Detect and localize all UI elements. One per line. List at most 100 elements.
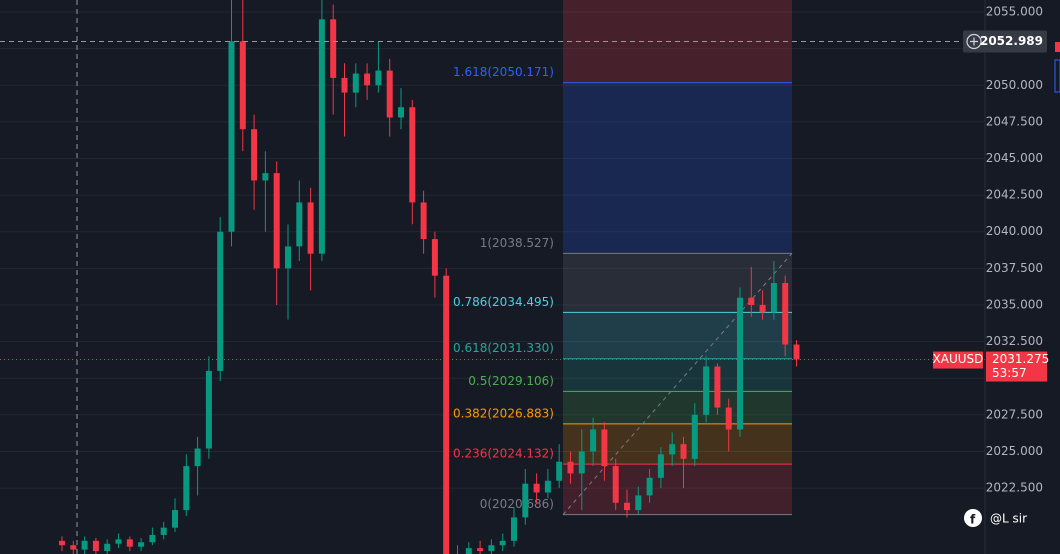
fib-zone [563, 82, 792, 254]
candle-body [533, 483, 540, 493]
candle-body [126, 539, 133, 547]
candle-body [115, 539, 122, 544]
candle-body [657, 454, 664, 478]
y-tick-label: 2055.000 [986, 5, 1043, 19]
candle-body [578, 451, 585, 474]
fib-level-label: 0.786(2034.495) [453, 295, 554, 309]
candle-body [624, 502, 630, 511]
crosshair-price: 2052.989 [980, 34, 1043, 48]
y-tick-label: 2022.500 [986, 481, 1043, 495]
facebook-icon [964, 509, 982, 527]
y-tick-label: 2047.500 [986, 114, 1043, 128]
candle-body [352, 73, 359, 93]
candle-body [273, 173, 280, 269]
candle-body [669, 444, 676, 455]
y-tick-label: 2027.500 [986, 407, 1043, 421]
candle-body [477, 548, 484, 552]
candle-body [138, 542, 145, 547]
y-tick-label: 2032.500 [986, 334, 1043, 348]
grid [0, 11, 985, 489]
candle-body [544, 480, 551, 493]
candle-body [556, 461, 563, 481]
fib-zone [563, 312, 792, 359]
price-axis [985, 0, 1060, 554]
price-axis-labels: 2022.5002025.0002027.5002030.0002032.500… [986, 5, 1043, 495]
candle-body [239, 41, 246, 130]
fib-level-label: 1.618(2050.171) [453, 65, 554, 79]
candle-body [296, 202, 303, 247]
watermark: f @L sir [964, 509, 1027, 527]
candle-body [409, 107, 416, 203]
candle-body [330, 19, 337, 78]
y-tick-label: 2035.000 [986, 297, 1043, 311]
candle-body [691, 414, 698, 459]
candle-body [205, 370, 212, 449]
fib-level-label: 0.618(2031.330) [453, 341, 554, 355]
fib-zone [563, 423, 792, 465]
candle-body [465, 548, 472, 554]
last-price: 2031.275 [992, 352, 1049, 366]
candle-body [601, 429, 608, 467]
fib-level-label: 0.382(2026.883) [453, 406, 554, 420]
symbol-badge [933, 351, 983, 369]
candle-body [499, 540, 506, 546]
candle-body [341, 77, 348, 93]
y-tick-label: 2025.000 [986, 444, 1043, 458]
candle-body [285, 246, 291, 269]
fib-retracement: 1.618(2050.171) 1(2038.527) 0.786(2034.495… [453, 0, 793, 516]
candle-body [318, 19, 325, 254]
candle-body [70, 545, 77, 550]
candle-body [612, 466, 619, 503]
candle-body [251, 129, 258, 181]
fib-zone [563, 358, 792, 392]
fib-zone [563, 391, 792, 424]
fib-level-label: 0.236(2024.132) [453, 447, 554, 461]
candle-body [81, 540, 88, 550]
candle-body [703, 366, 710, 415]
candle-body [375, 70, 382, 86]
candle-body [160, 527, 167, 535]
fib-zone [563, 253, 792, 313]
edge-marker [1055, 42, 1060, 52]
fib-level-label: 1(2038.527) [480, 236, 554, 250]
candle-body [92, 540, 99, 552]
candle-body [307, 202, 314, 254]
candle-body [725, 407, 732, 430]
candle-body [488, 545, 495, 552]
y-tick-label: 2050.000 [986, 78, 1043, 92]
candle-body [217, 231, 224, 371]
edge-marker [1054, 59, 1060, 93]
candle-body [183, 466, 190, 511]
candles [59, 0, 800, 554]
candle-body [567, 461, 574, 474]
candle-body [770, 283, 777, 313]
countdown: 53:57 [992, 366, 1027, 380]
y-tick-label: 2042.500 [986, 188, 1043, 202]
y-tick-label: 2040.000 [986, 224, 1043, 238]
candle-body [386, 70, 393, 118]
candle-body [590, 429, 597, 452]
candle-body [646, 477, 653, 496]
fib-trend-line [562, 252, 793, 515]
candle-body [262, 173, 269, 181]
last-price-badge [986, 351, 1047, 382]
candle-body [364, 73, 371, 86]
candle-body [522, 483, 529, 518]
fib-zone [563, 464, 792, 515]
watermark-text: @L sir [990, 512, 1027, 526]
candle-body [511, 517, 517, 541]
candle-body [782, 283, 789, 345]
candle-body [748, 297, 755, 305]
candle-body [420, 202, 427, 240]
facebook-glyph: f [970, 513, 976, 527]
candle-body [431, 239, 438, 276]
candle-body [398, 107, 404, 118]
y-tick-label: 2045.000 [986, 151, 1043, 165]
plus-icon [966, 33, 982, 50]
candle-body [443, 275, 450, 554]
candle-body [635, 495, 642, 511]
candle-body [104, 543, 111, 552]
crosshair-badge [963, 30, 1047, 53]
candle-body [59, 540, 65, 546]
